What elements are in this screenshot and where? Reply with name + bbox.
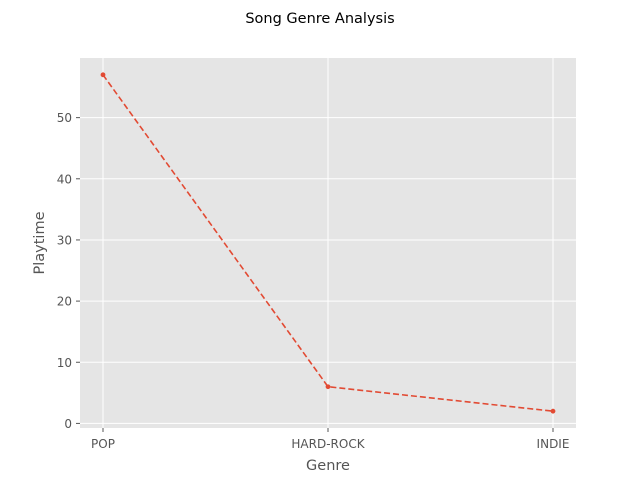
x-tick-label: INDIE <box>537 437 570 451</box>
chart-title: Song Genre Analysis <box>245 11 394 27</box>
data-point <box>325 384 331 390</box>
x-axis-label: Genre <box>306 458 350 474</box>
y-tick-label: 10 <box>57 356 72 370</box>
series-layer <box>100 72 556 414</box>
data-point <box>550 408 556 414</box>
y-tick-label: 20 <box>57 295 72 309</box>
axis-ticks: 0 10 20 30 40 50 POP HARD-ROCK INDIE <box>57 111 570 451</box>
series-line <box>102 74 554 412</box>
y-tick-label: 0 <box>64 417 72 431</box>
data-point <box>100 72 106 78</box>
y-tick-label: 40 <box>57 172 72 186</box>
y-tick-label: 30 <box>57 233 72 247</box>
x-tick-label: POP <box>91 437 115 451</box>
grid-lines <box>80 58 576 428</box>
y-tick-label: 50 <box>57 111 72 125</box>
y-axis-label: Playtime <box>32 211 48 274</box>
x-tick-label: HARD-ROCK <box>291 437 365 451</box>
